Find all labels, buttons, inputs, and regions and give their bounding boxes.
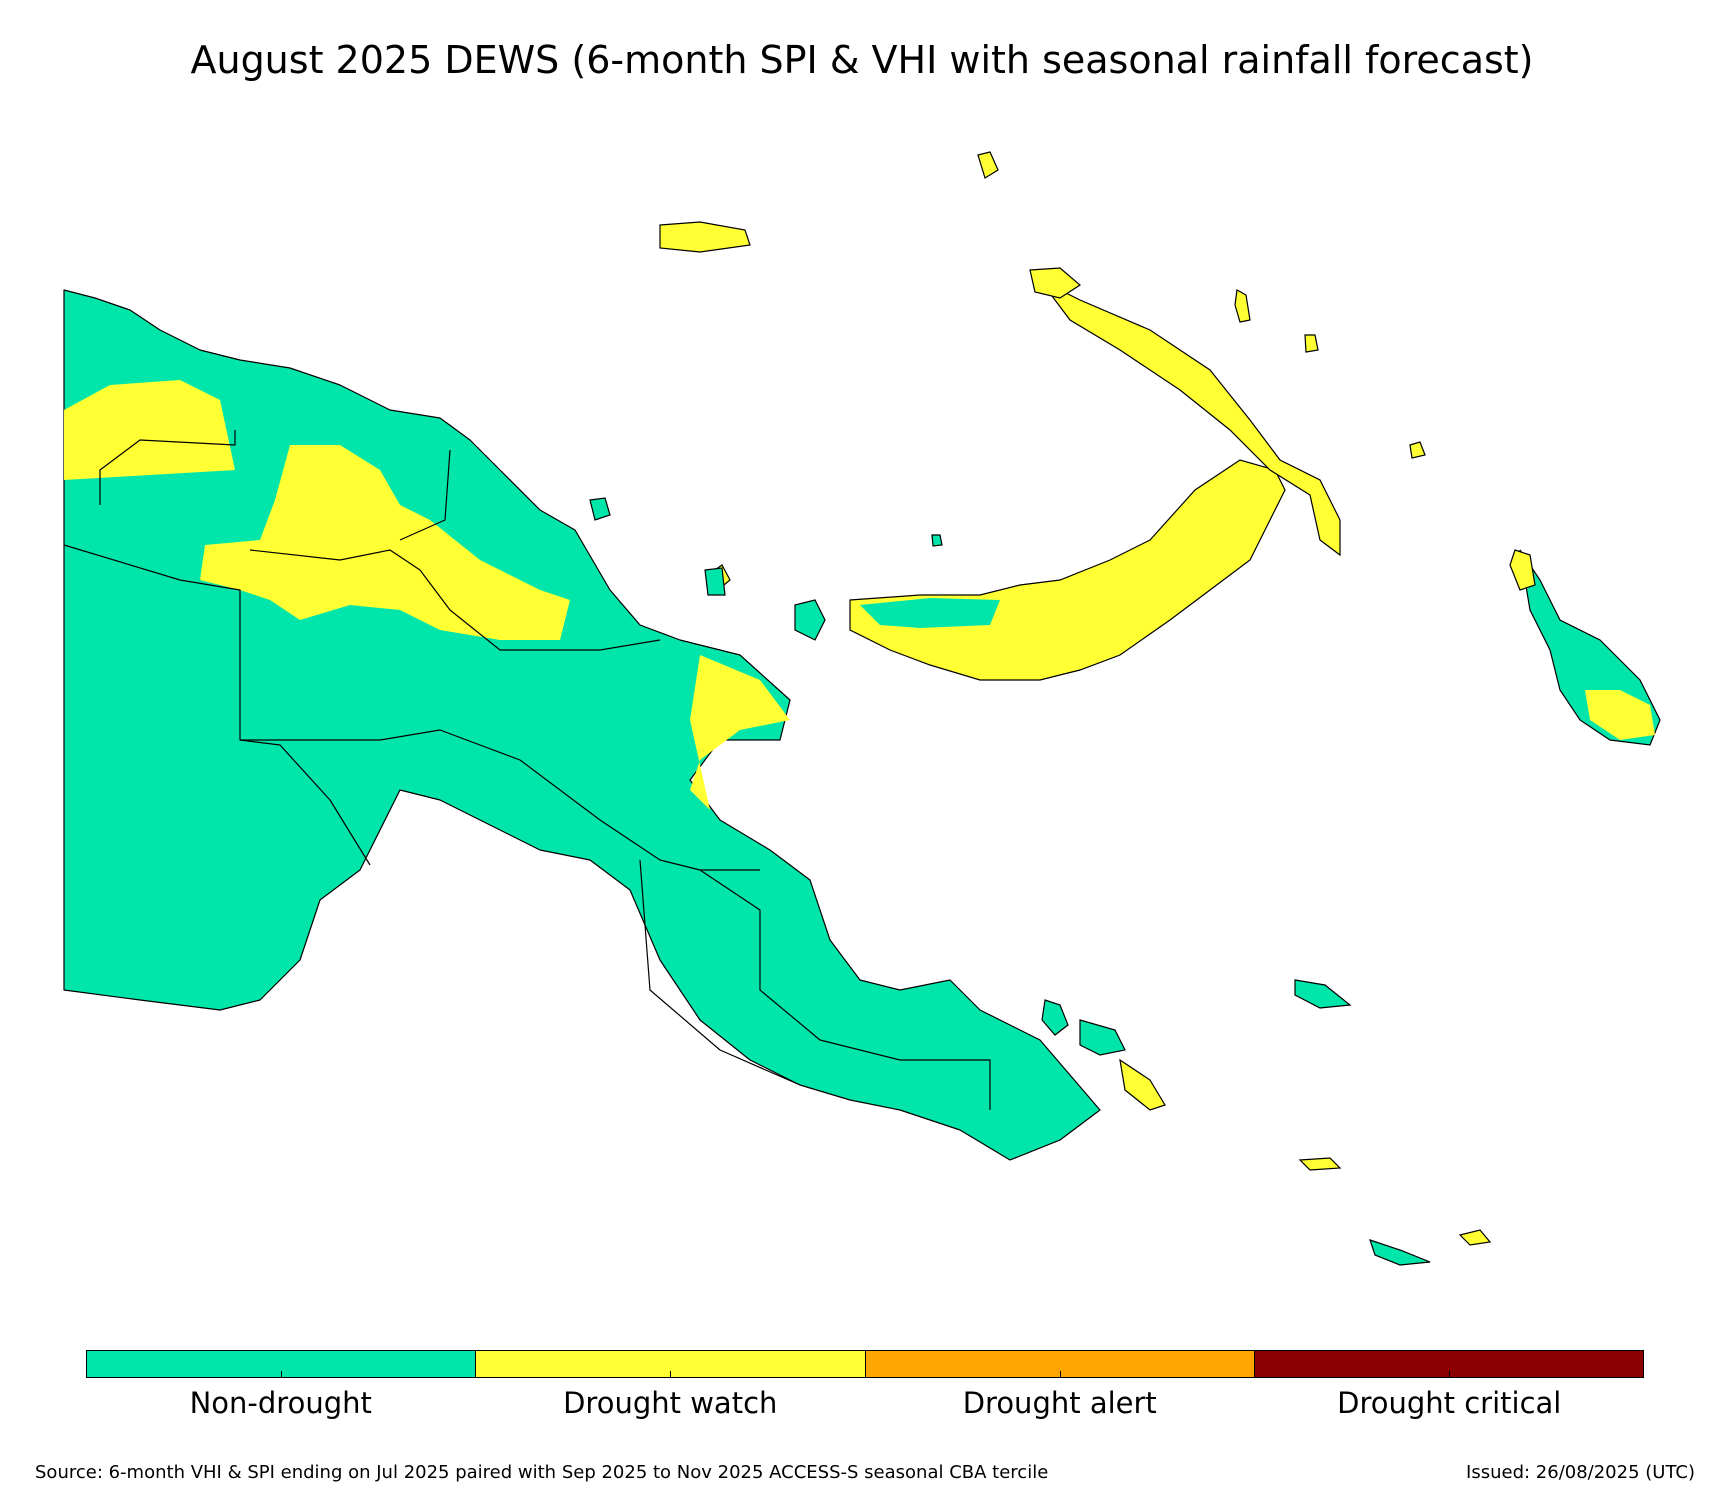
lihir-island <box>1304 334 1319 353</box>
normanby-island <box>1119 1058 1166 1111</box>
watch-zone-madang <box>690 655 790 810</box>
wuvulu-island <box>704 567 726 596</box>
goodenough-island <box>1079 1019 1126 1056</box>
misima-island <box>1298 1157 1342 1171</box>
karkar-island <box>794 599 826 641</box>
new-britain-green-strip <box>860 598 1000 628</box>
legend-labels: Non-drought Drought watch Drought alert … <box>86 1386 1644 1420</box>
legend-label-non-drought: Non-drought <box>189 1386 372 1420</box>
mussau-island <box>977 151 999 179</box>
bougainville-south <box>1585 690 1655 740</box>
source-note: Source: 6-month VHI & SPI ending on Jul … <box>35 1462 1049 1483</box>
new-hanover-island <box>1029 267 1082 299</box>
feni-island <box>1409 441 1426 459</box>
legend-label-drought-alert: Drought alert <box>962 1386 1157 1420</box>
legend-swatch-drought-critical <box>1254 1351 1643 1377</box>
manus-island <box>659 221 751 253</box>
legend-label-drought-watch: Drought watch <box>563 1386 778 1420</box>
map-title: August 2025 DEWS (6-month SPI & VHI with… <box>190 38 1534 82</box>
trobriand-island <box>1294 979 1352 1009</box>
watch-zone-highlands <box>200 445 570 640</box>
rossel-island <box>1458 1229 1492 1246</box>
new-ireland-island <box>1039 279 1341 557</box>
siassi-island <box>931 534 943 547</box>
fergusson-island <box>1041 999 1069 1036</box>
legend-colorbar <box>86 1350 1644 1378</box>
woodlark-island <box>1369 1239 1431 1266</box>
legend-swatch-drought-alert <box>865 1351 1255 1377</box>
legend-label-drought-critical: Drought critical <box>1337 1386 1562 1420</box>
tabar-island <box>1234 289 1251 323</box>
watch-zone-north <box>64 380 235 480</box>
legend-swatch-non-drought <box>87 1351 477 1377</box>
new-britain-island <box>849 459 1286 681</box>
issued-date: Issued: 26/08/2025 (UTC) <box>1466 1462 1695 1483</box>
legend-swatch-drought-watch <box>476 1351 866 1377</box>
buka-island <box>1509 549 1536 591</box>
dawson-bay-island <box>589 497 611 521</box>
